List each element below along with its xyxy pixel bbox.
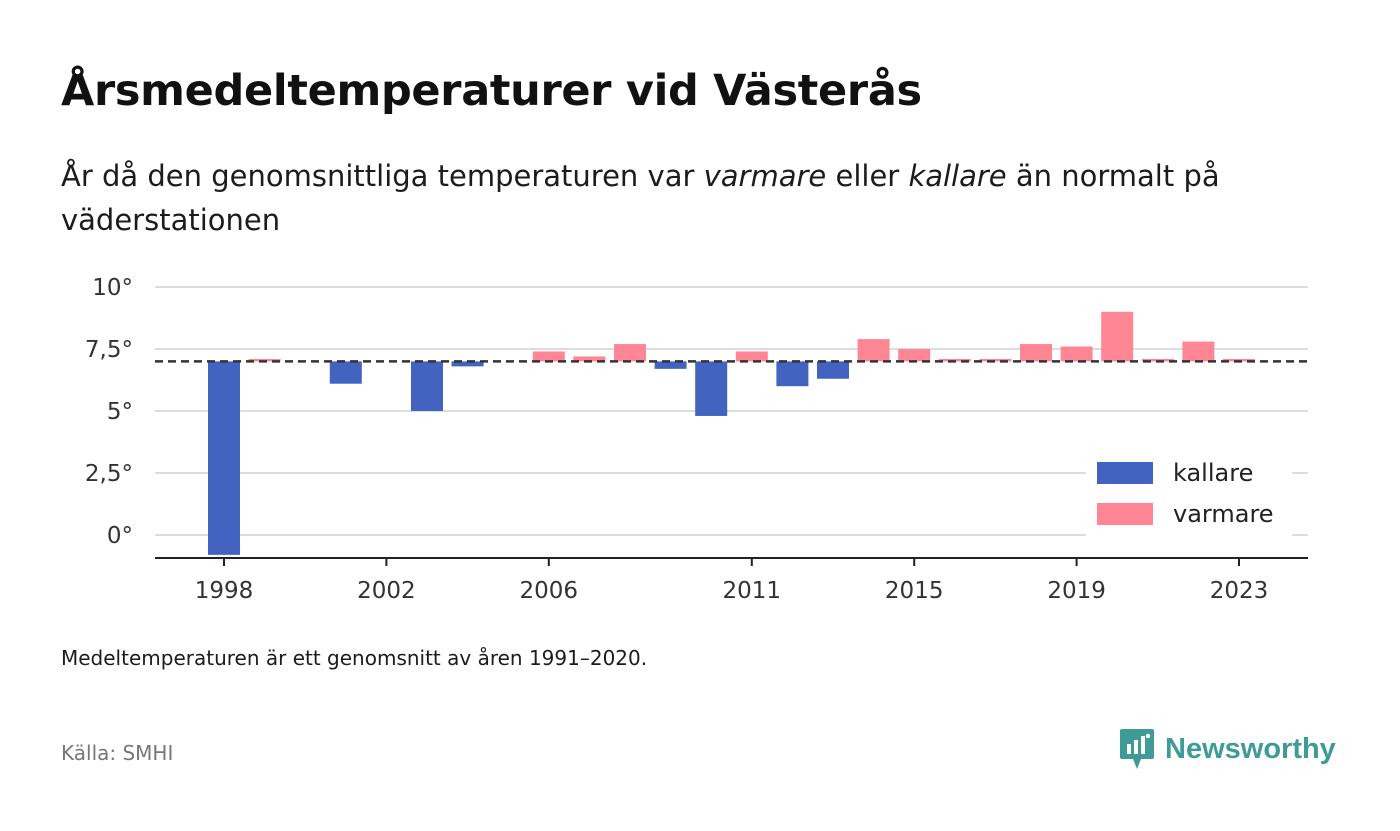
legend-swatch-varmare [1097,503,1153,525]
x-tick-label: 2002 [357,578,416,604]
subtitle-text-before: År då den genomsnittliga temperaturen va… [61,159,704,193]
bar-cold [208,361,240,555]
bar-warm [1182,341,1215,362]
source-credit: Källa: SMHI [61,741,174,765]
brand-name: Newsworthy [1165,732,1336,765]
bar-cold [776,361,809,387]
legend-swatch-kallare [1097,462,1153,484]
bar-warm [735,351,768,362]
x-tick-label: 1998 [195,578,254,604]
bar-cold [411,361,443,411]
bar-cold [817,361,849,379]
subtitle-text-after: än normalt på väderstationen [61,159,1220,237]
y-tick-label: 0° [107,523,133,549]
y-axis-labels: 0° 2,5° 5° 7,5° 10° [85,275,133,549]
subtitle-cold-word: kallare [908,159,1007,193]
y-tick-label: 5° [107,399,133,425]
bar-warm [979,358,1012,362]
legend-label-kallare: kallare [1173,459,1253,487]
bars [155,311,1308,555]
subtitle-warm-word: varmare [703,159,827,193]
bar-cold [695,361,728,416]
bar-cold [329,361,362,384]
chart-subtitle: År då den genomsnittliga temperaturen va… [61,154,1331,242]
legend-label-varmare: varmare [1173,500,1274,528]
y-tick-label: 7,5° [85,337,133,363]
x-tick-label: 2006 [520,578,579,604]
bar-warm [532,351,565,362]
x-axis: 1998 2002 2006 2011 2015 2019 2023 [155,557,1308,604]
brand-logo: Newsworthy [1119,727,1336,771]
y-tick-label: 2,5° [85,461,133,487]
x-tick-label: 2023 [1210,578,1269,604]
x-tick-label: 2011 [723,578,782,604]
bar-cold [451,361,484,367]
newsworthy-logo-icon [1120,729,1154,769]
chart-title: Årsmedeltemperaturer vid Västerås [61,66,922,116]
x-tick-label: 2015 [885,578,944,604]
bar-cold [654,361,687,369]
subtitle-text-middle: eller [826,159,909,193]
footnote: Medeltemperaturen är ett genomsnitt av å… [61,646,648,670]
legend: kallare varmare [1086,451,1292,541]
x-tick-label: 2019 [1047,578,1106,604]
bar-warm [573,356,606,362]
bar-warm [898,349,931,362]
y-tick-label: 10° [92,275,133,301]
bar-warm [614,344,646,362]
bar-warm [857,339,890,362]
bar-warm [1020,344,1052,362]
bar-warm [1101,311,1134,362]
bar-warm [1060,346,1093,362]
